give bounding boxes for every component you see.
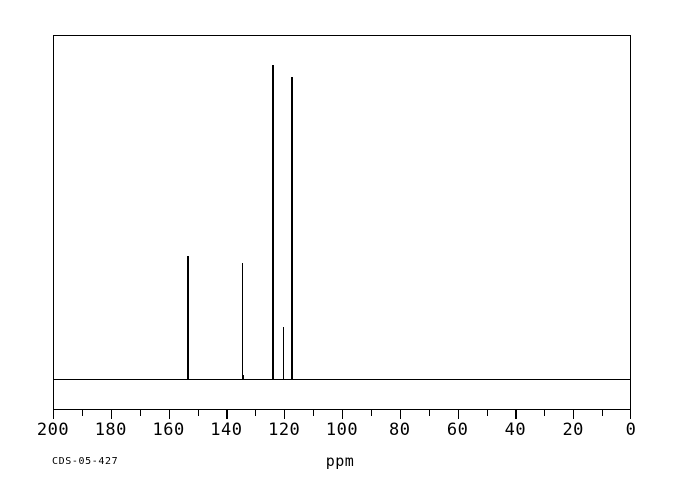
axis-tick-major xyxy=(110,410,112,419)
axis-tick-major xyxy=(342,410,344,419)
axis-tick-minor xyxy=(139,410,141,416)
spectrum-peak-foot xyxy=(241,374,244,379)
axis-tick-major xyxy=(53,410,55,419)
axis-tick-minor xyxy=(81,410,84,416)
axis-tick-label: 0 xyxy=(625,420,637,440)
x-axis-ticks xyxy=(53,410,631,419)
axis-tick-label: 80 xyxy=(389,420,411,440)
axis-tick-label: 140 xyxy=(210,420,243,440)
spectrum-peak-foot xyxy=(187,374,189,379)
axis-tick-major xyxy=(629,410,631,419)
sample-code-label: CDS-05-427 xyxy=(52,456,119,467)
axis-tick-minor xyxy=(544,410,546,416)
axis-tick-major xyxy=(168,410,170,419)
axis-tick-label: 20 xyxy=(562,420,584,440)
axis-tick-label: 120 xyxy=(268,420,301,440)
spectrum-peak xyxy=(187,255,189,379)
axis-tick-label: 40 xyxy=(504,420,527,440)
x-axis-tick-labels: 200 180 160 140 120 100 80 60 40 20 0 xyxy=(0,420,680,444)
axis-tick-major xyxy=(399,410,401,419)
axis-tick-minor xyxy=(428,410,430,416)
axis-tick-label: 100 xyxy=(325,420,359,440)
axis-tick-label: 200 xyxy=(36,420,70,440)
spectrum-peak-foot xyxy=(283,375,285,379)
axis-tick-minor xyxy=(197,410,199,416)
axis-tick-major xyxy=(457,410,459,419)
axis-tick-major xyxy=(515,410,517,419)
axis-tick-major xyxy=(226,410,228,419)
axis-tick-minor xyxy=(370,410,373,416)
axis-tick-label: 180 xyxy=(94,420,127,440)
x-axis-title: ppm xyxy=(325,452,355,470)
plot-frame xyxy=(53,35,631,410)
axis-tick-label: 60 xyxy=(446,420,469,440)
baseline xyxy=(53,379,631,381)
axis-tick-major xyxy=(573,410,575,419)
spectrum-peak xyxy=(283,327,285,379)
axis-tick-minor xyxy=(602,410,604,416)
spectrum-peak xyxy=(291,76,293,379)
axis-tick-label: 160 xyxy=(152,420,185,440)
spectrum-peak xyxy=(242,263,244,379)
axis-tick-minor xyxy=(255,410,257,416)
spectrum-peak-foot xyxy=(272,368,274,379)
axis-tick-minor xyxy=(313,410,315,416)
spectrum-peak-foot xyxy=(291,368,293,379)
spectrum-trace xyxy=(53,35,631,379)
axis-tick-minor xyxy=(486,410,488,416)
spectrum-peak xyxy=(272,64,274,379)
axis-tick-major xyxy=(284,410,286,419)
